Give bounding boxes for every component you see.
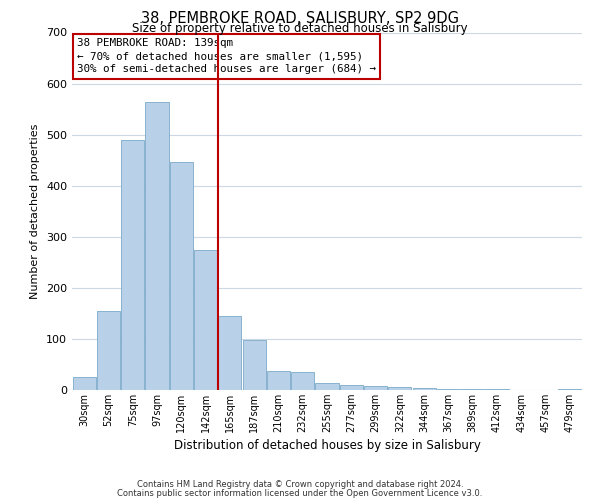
Bar [388,388,412,390]
Bar [73,377,95,390]
Bar [194,250,217,390]
Bar [291,372,314,390]
Bar [145,102,169,390]
Bar [170,162,193,390]
Bar [316,383,338,390]
Text: Size of property relative to detached houses in Salisbury: Size of property relative to detached ho… [132,22,468,35]
X-axis label: Distribution of detached houses by size in Salisbury: Distribution of detached houses by size … [173,439,481,452]
Bar [242,340,266,390]
Text: 38, PEMBROKE ROAD, SALISBURY, SP2 9DG: 38, PEMBROKE ROAD, SALISBURY, SP2 9DG [141,11,459,26]
Bar [121,140,144,390]
Y-axis label: Number of detached properties: Number of detached properties [31,124,40,299]
Text: 38 PEMBROKE ROAD: 139sqm
← 70% of detached houses are smaller (1,595)
30% of sem: 38 PEMBROKE ROAD: 139sqm ← 70% of detach… [77,38,376,74]
Text: Contains public sector information licensed under the Open Government Licence v3: Contains public sector information licen… [118,488,482,498]
Bar [340,385,363,390]
Bar [413,388,436,390]
Bar [364,386,387,390]
Bar [559,389,581,390]
Bar [267,371,290,390]
Bar [97,311,120,390]
Bar [437,389,460,390]
Bar [218,316,241,390]
Text: Contains HM Land Registry data © Crown copyright and database right 2024.: Contains HM Land Registry data © Crown c… [137,480,463,489]
